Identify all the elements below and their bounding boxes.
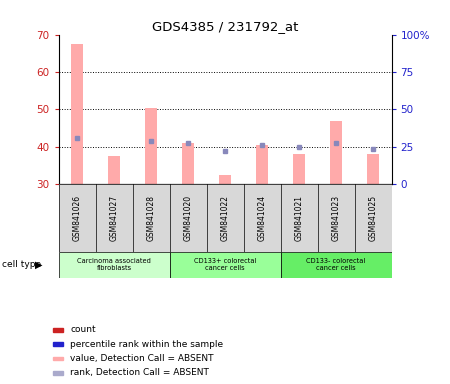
Text: GSM841024: GSM841024: [257, 195, 266, 241]
Text: GSM841025: GSM841025: [369, 195, 378, 241]
Bar: [53, 371, 63, 375]
Bar: [53, 357, 63, 360]
Text: percentile rank within the sample: percentile rank within the sample: [70, 340, 223, 349]
Text: value, Detection Call = ABSENT: value, Detection Call = ABSENT: [70, 354, 213, 363]
Text: ▶: ▶: [35, 260, 42, 270]
Bar: [329, 121, 342, 184]
Text: rank, Detection Call = ABSENT: rank, Detection Call = ABSENT: [70, 369, 209, 377]
Bar: [367, 154, 379, 184]
Text: count: count: [70, 325, 96, 334]
Text: GSM841020: GSM841020: [184, 195, 193, 241]
Bar: [181, 143, 194, 184]
Bar: [53, 328, 63, 331]
Text: GSM841023: GSM841023: [332, 195, 341, 241]
Text: cell type: cell type: [2, 260, 41, 270]
Bar: [144, 108, 158, 184]
Text: CD133+ colorectal
cancer cells: CD133+ colorectal cancer cells: [194, 258, 256, 271]
Bar: [71, 44, 84, 184]
Text: GSM841021: GSM841021: [294, 195, 303, 241]
Text: GSM841027: GSM841027: [109, 195, 118, 241]
Bar: [53, 343, 63, 346]
Bar: [256, 145, 269, 184]
Text: Carcinoma associated
fibroblasts: Carcinoma associated fibroblasts: [77, 258, 151, 271]
Bar: [219, 175, 231, 184]
Bar: [280, 252, 392, 278]
Title: GDS4385 / 231792_at: GDS4385 / 231792_at: [152, 20, 298, 33]
Bar: [170, 252, 280, 278]
Bar: [58, 252, 170, 278]
Bar: [108, 156, 121, 184]
Text: GSM841028: GSM841028: [147, 195, 156, 241]
Text: GSM841026: GSM841026: [72, 195, 81, 241]
Bar: [292, 154, 306, 184]
Text: GSM841022: GSM841022: [220, 195, 230, 241]
Text: CD133- colorectal
cancer cells: CD133- colorectal cancer cells: [306, 258, 365, 271]
